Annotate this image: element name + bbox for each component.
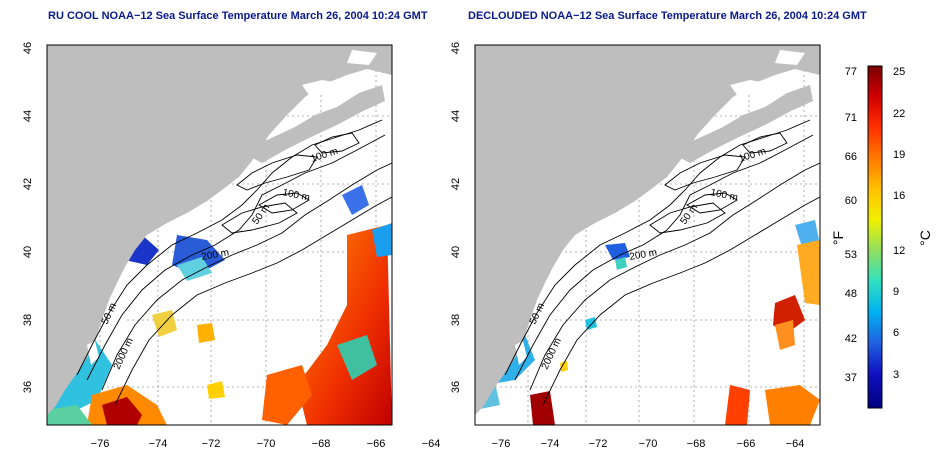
colorbar: 77 71 66 60 53 48 42 37 25 22 19 16 12 9… (830, 65, 933, 409)
contour-label-200m: 200 m (629, 247, 658, 263)
lat-tick: 44 (450, 110, 462, 122)
lon-tick: −66 (367, 438, 386, 450)
lat-tick: 46 (450, 42, 462, 54)
lat-axis-right: 36 38 40 42 44 46 (450, 42, 462, 393)
celsius-tick: 16 (893, 190, 905, 202)
lon-axis-left: −76 −74 −72 −70 −68 −66 −64 (91, 438, 441, 450)
fahrenheit-tick: 37 (845, 372, 857, 384)
lat-tick: 46 (22, 42, 34, 54)
fahrenheit-tick: 48 (845, 288, 857, 300)
lon-tick: −70 (639, 438, 658, 450)
celsius-tick: 3 (893, 369, 899, 381)
fahrenheit-tick: 60 (845, 195, 857, 207)
lat-tick: 40 (450, 246, 462, 258)
celsius-tick: 25 (893, 66, 905, 78)
lon-tick: −72 (202, 438, 221, 450)
fahrenheit-unit-label: °F (830, 231, 846, 245)
celsius-tick: 9 (893, 286, 899, 298)
lat-tick: 36 (450, 381, 462, 393)
lon-tick: −64 (786, 438, 805, 450)
lat-tick: 42 (450, 178, 462, 190)
lon-tick: −76 (91, 438, 110, 450)
lat-tick: 42 (22, 178, 34, 190)
celsius-tick: 12 (893, 245, 905, 257)
fahrenheit-tick: 71 (845, 112, 857, 124)
lon-tick: −70 (257, 438, 276, 450)
colorbar-gradient (867, 65, 883, 409)
lon-tick: −74 (541, 438, 560, 450)
celsius-tick: 19 (893, 149, 905, 161)
lat-tick: 40 (22, 246, 34, 258)
lat-tick: 44 (22, 110, 34, 122)
contour-label-200m: 200 m (201, 247, 230, 263)
map-left: 100 m 100 m 50 m 200 m 50 m 2000 m −76 −… (22, 42, 440, 450)
lon-tick: −66 (737, 438, 756, 450)
lon-tick: −68 (687, 438, 706, 450)
colorbar-celsius-ticks: 25 22 19 16 12 9 6 3 (893, 66, 905, 381)
map-title-right: DECLOUDED NOAA−12 Sea Surface Temperatur… (468, 10, 867, 22)
lat-tick: 38 (22, 314, 34, 326)
lon-tick: −72 (589, 438, 608, 450)
lon-tick: −64 (422, 438, 441, 450)
fahrenheit-tick: 66 (845, 151, 857, 163)
lat-tick: 38 (450, 314, 462, 326)
lat-axis-left: 36 38 40 42 44 46 (22, 42, 34, 393)
celsius-tick: 6 (893, 327, 899, 339)
lon-tick: −76 (492, 438, 511, 450)
map-right: 100 m 100 m 50 m 200 m 50 m 2000 m −76 −… (450, 42, 821, 450)
fahrenheit-tick: 53 (845, 249, 857, 261)
celsius-unit-label: °C (917, 230, 933, 246)
lon-axis-right: −76 −74 −72 −70 −68 −66 −64 (492, 438, 805, 450)
celsius-tick: 22 (893, 108, 905, 120)
map-title-left: RU COOL NOAA−12 Sea Surface Temperature … (48, 10, 428, 22)
lon-tick: −68 (312, 438, 331, 450)
fahrenheit-tick: 42 (845, 333, 857, 345)
fahrenheit-tick: 77 (845, 66, 857, 78)
colorbar-fahrenheit-ticks: 77 71 66 60 53 48 42 37 (845, 66, 857, 384)
lat-tick: 36 (22, 381, 34, 393)
lon-tick: −74 (149, 438, 168, 450)
